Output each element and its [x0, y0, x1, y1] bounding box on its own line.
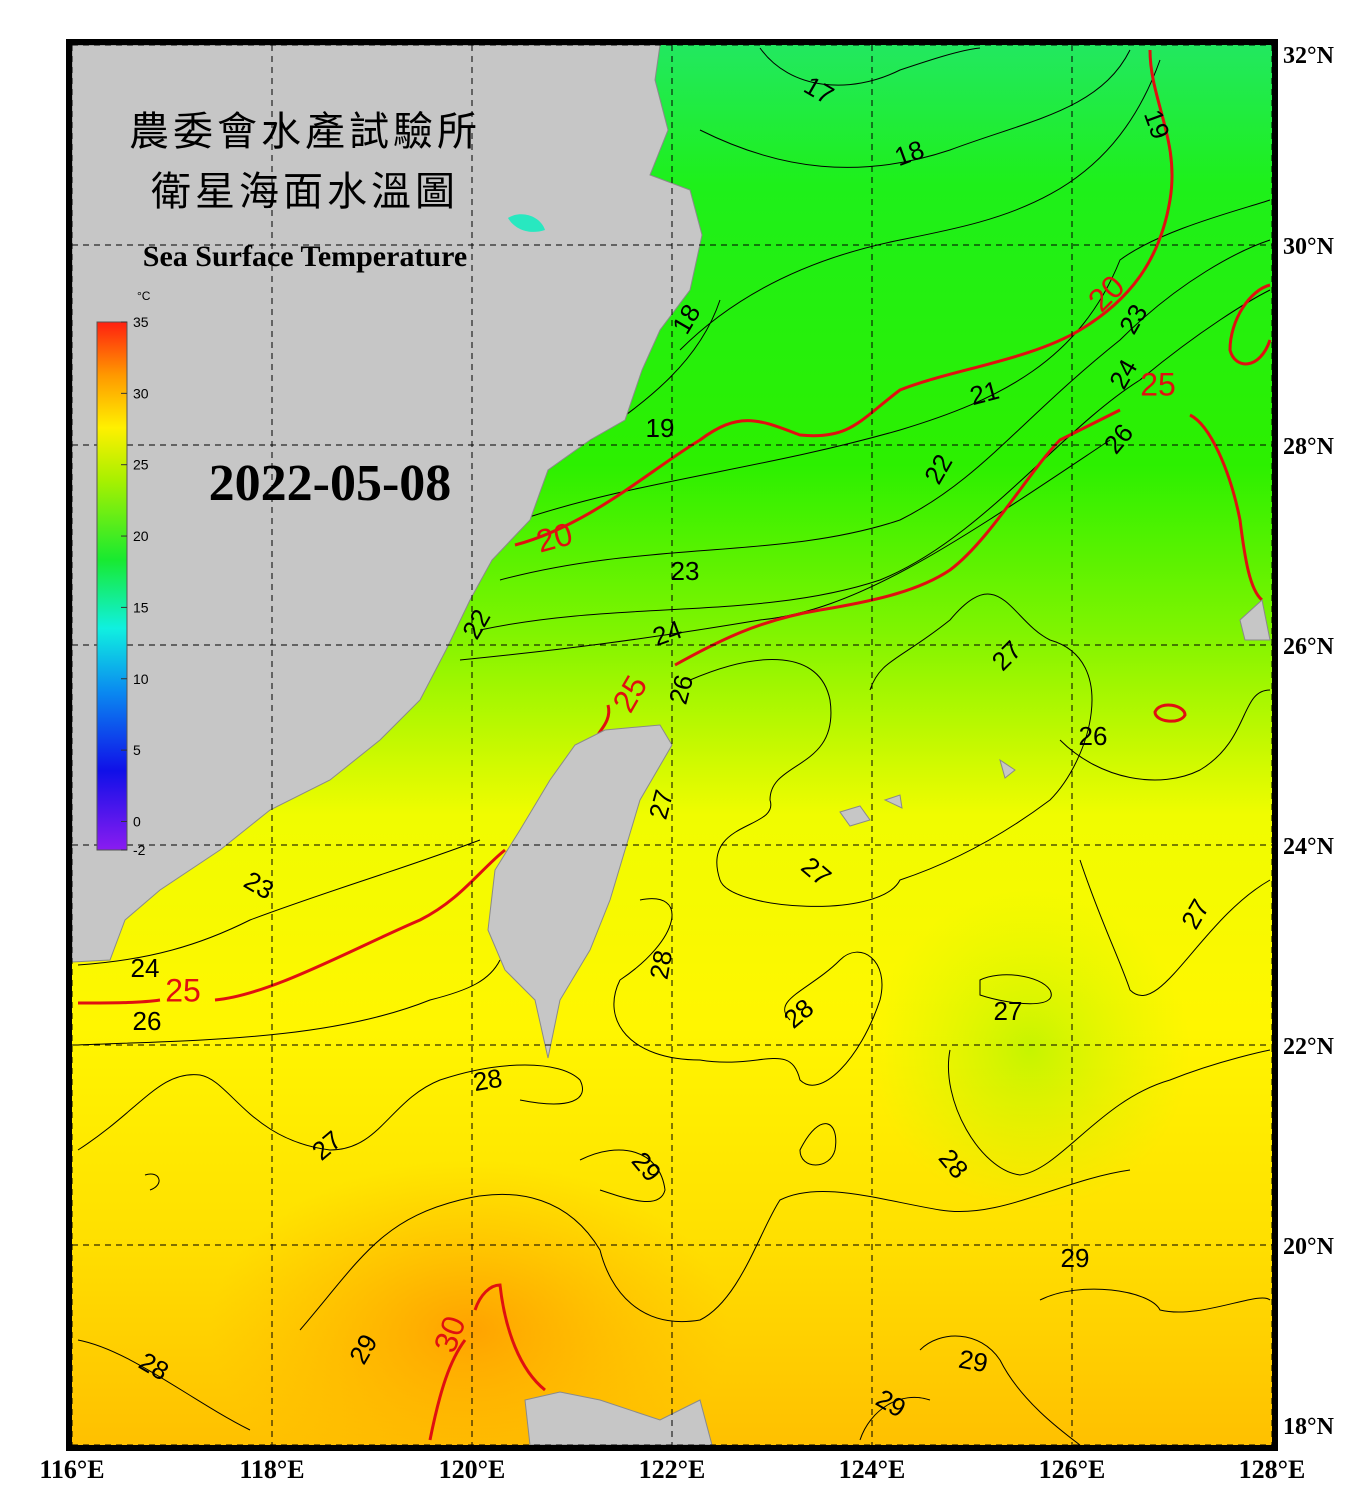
isotherm-label: 25 — [165, 972, 201, 1008]
subtitle-zh: 衛星海面水溫圖 — [151, 169, 459, 214]
x-tick-label: 120°E — [439, 1455, 506, 1484]
isotherm-label: 25 — [1140, 366, 1176, 402]
isotherm-label: 28 — [644, 948, 679, 982]
colorbar-tick-label: 0 — [133, 813, 141, 829]
colorbar-tick-label: 10 — [133, 671, 149, 687]
x-tick-label: 128°E — [1239, 1455, 1306, 1484]
land — [72, 45, 1271, 1445]
date: 2022-05-08 — [209, 455, 452, 512]
y-tick-label: 28°N — [1283, 434, 1335, 460]
y-tick-label: 30°N — [1283, 234, 1335, 260]
colorbar-tick-label: 20 — [133, 528, 149, 544]
colorbar-tick-label: -2 — [133, 842, 146, 858]
isotherm-label: 29 — [957, 1344, 991, 1379]
title-zh: 農委會水產試驗所 — [129, 109, 481, 154]
x-tick-label: 124°E — [839, 1455, 906, 1484]
isotherm-label: 28 — [471, 1063, 505, 1098]
isotherm-label: 26 — [1079, 721, 1108, 751]
warm-patch — [210, 1160, 730, 1445]
taiwan — [487, 724, 673, 1059]
y-tick-label: 22°N — [1283, 1034, 1335, 1060]
y-tick-label: 32°N — [1283, 43, 1335, 69]
colorbar-tick-label: 15 — [133, 599, 149, 615]
x-tick-label: 126°E — [1039, 1455, 1106, 1484]
estuary — [508, 214, 545, 232]
cool-patch — [870, 890, 1190, 1210]
luzon — [524, 1391, 713, 1445]
colorbar-tick-label: 35 — [133, 314, 149, 330]
isotherm-label: 23 — [671, 556, 700, 586]
y-tick-label: 20°N — [1283, 1234, 1335, 1260]
x-tick-label: 118°E — [239, 1455, 304, 1484]
y-tick-label: 18°N — [1283, 1414, 1335, 1440]
x-tick-label: 122°E — [639, 1455, 706, 1484]
colorbar-tick-label: 25 — [133, 457, 149, 473]
isotherm-label: 26 — [133, 1006, 162, 1036]
colorbar — [96, 321, 128, 851]
mainland — [72, 45, 703, 963]
colorbar-unit: °C — [137, 289, 151, 303]
map-frame — [66, 39, 1278, 1451]
isotherm-label: 19 — [646, 413, 675, 443]
isotherm-label: 29 — [1061, 1243, 1090, 1273]
isotherm-label: 24 — [131, 953, 160, 983]
islands — [839, 599, 1271, 827]
colorbar-tick-label: 30 — [133, 385, 149, 401]
colorbar-ticks: 35 30 25 20 15 10 5 0 -2 — [121, 314, 149, 858]
isotherm-label: 27 — [994, 996, 1023, 1026]
y-tick-label: 24°N — [1283, 834, 1335, 860]
y-tick-label: 26°N — [1283, 634, 1335, 660]
axis-labels: 116°E 118°E 120°E 122°E 124°E 126°E 128°E 32°N 3… — [39, 43, 1334, 1484]
graticule — [72, 45, 1272, 1445]
colorbar-tick-label: 5 — [133, 742, 141, 758]
x-tick-label: 116°E — [39, 1455, 104, 1484]
title-en: Sea Surface Temperature — [143, 240, 467, 273]
